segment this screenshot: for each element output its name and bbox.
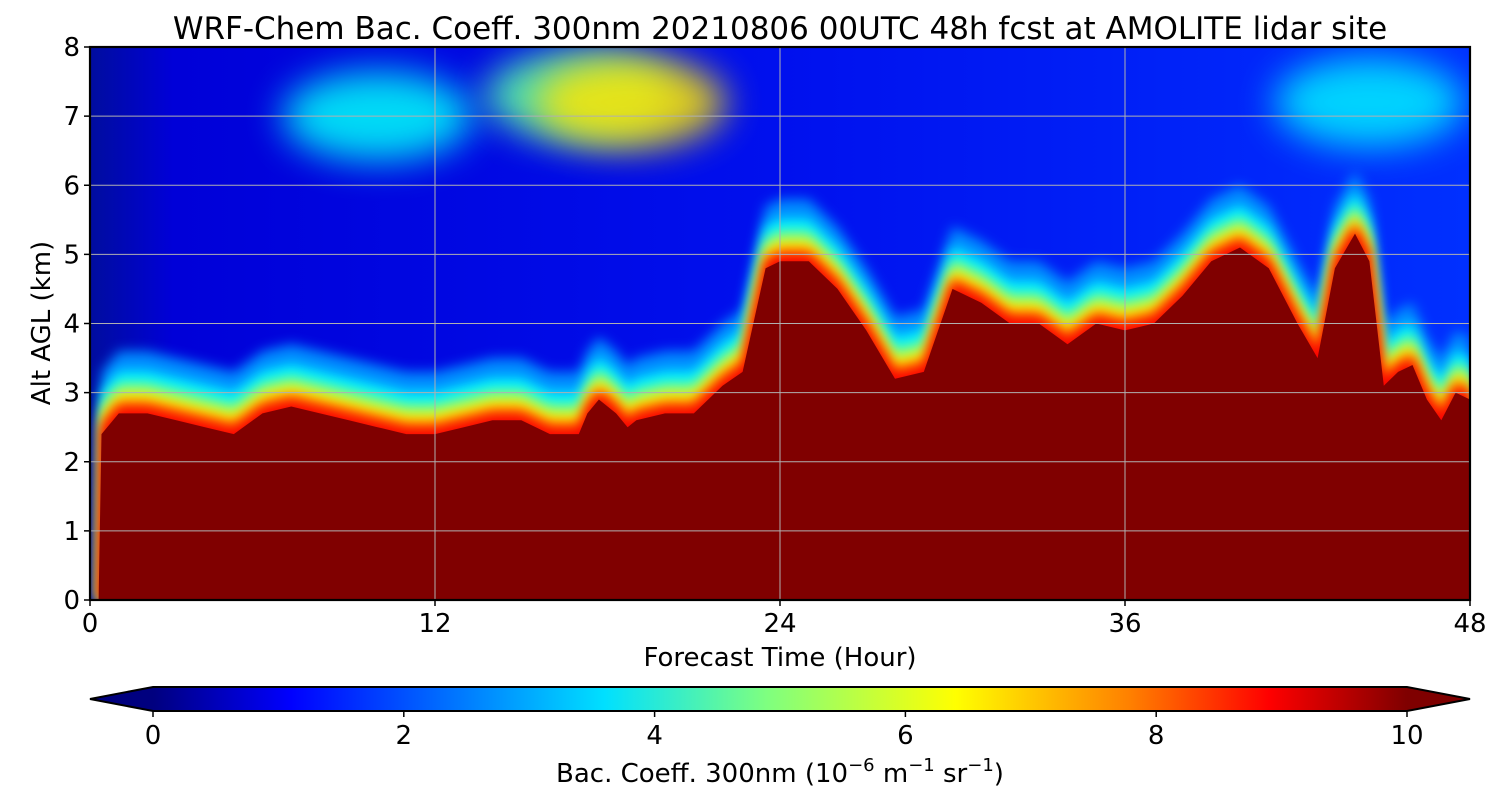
x-tick-label: 48 xyxy=(1453,609,1486,639)
colorbar-label-exp3: −1 xyxy=(967,755,994,776)
y-tick-label: 1 xyxy=(63,517,80,547)
x-axis-label: Forecast Time (Hour) xyxy=(643,643,916,673)
colorbar-gradient xyxy=(153,687,1407,711)
y-tick-label: 8 xyxy=(63,33,80,63)
y-tick-label: 2 xyxy=(63,448,80,478)
colorbar: 0 2 4 6 8 10 Bac. Coeff. 300nm (10−6 m−1 sr−1… xyxy=(89,686,1471,789)
y-tick-label: 0 xyxy=(63,586,80,616)
y-tick-label: 3 xyxy=(63,379,80,409)
colorbar-label-close: ) xyxy=(994,759,1004,789)
colorbar-extend-max xyxy=(1407,687,1470,711)
x-tick-label: 36 xyxy=(1108,609,1141,639)
colorbar-tick-label: 0 xyxy=(145,721,162,751)
colorbar-tick-label: 8 xyxy=(1148,721,1165,751)
plume xyxy=(1274,57,1465,148)
colorbar-tick-label: 4 xyxy=(646,721,663,751)
grid xyxy=(90,47,1470,600)
colorbar-label-main: Bac. Coeff. 300nm (10 xyxy=(556,759,848,789)
x-axis: 0 12 24 36 48 xyxy=(82,600,1487,639)
colorbar-label-unit2: sr xyxy=(935,759,968,789)
colorbar-label-exp1: −6 xyxy=(848,755,875,776)
colorbar-tick-label: 2 xyxy=(396,721,413,751)
y-tick-label: 4 xyxy=(63,310,80,340)
chart-title: WRF-Chem Bac. Coeff. 300nm 20210806 00UT… xyxy=(173,11,1387,47)
x-tick-label: 24 xyxy=(763,609,796,639)
y-tick-label: 7 xyxy=(63,102,80,132)
y-tick-label: 5 xyxy=(63,240,80,270)
colorbar-extend-min xyxy=(90,687,153,711)
y-axis: 0 1 2 3 4 5 6 7 8 xyxy=(63,33,90,616)
colorbar-label-unit1: m xyxy=(875,759,909,789)
colorbar-label: Bac. Coeff. 300nm (10−6 m−1 sr−1) xyxy=(556,755,1004,789)
x-tick-label: 0 xyxy=(82,609,99,639)
colorbar-label-exp2: −1 xyxy=(908,755,935,776)
x-tick-label: 12 xyxy=(418,609,451,639)
y-axis-label: Alt AGL (km) xyxy=(27,241,57,405)
colorbar-tick-label: 6 xyxy=(897,721,914,751)
colorbar-ticks: 0 2 4 6 8 10 xyxy=(145,711,1424,751)
y-tick-label: 6 xyxy=(63,171,80,201)
plume xyxy=(535,57,726,148)
colorbar-tick-label: 10 xyxy=(1390,721,1423,751)
